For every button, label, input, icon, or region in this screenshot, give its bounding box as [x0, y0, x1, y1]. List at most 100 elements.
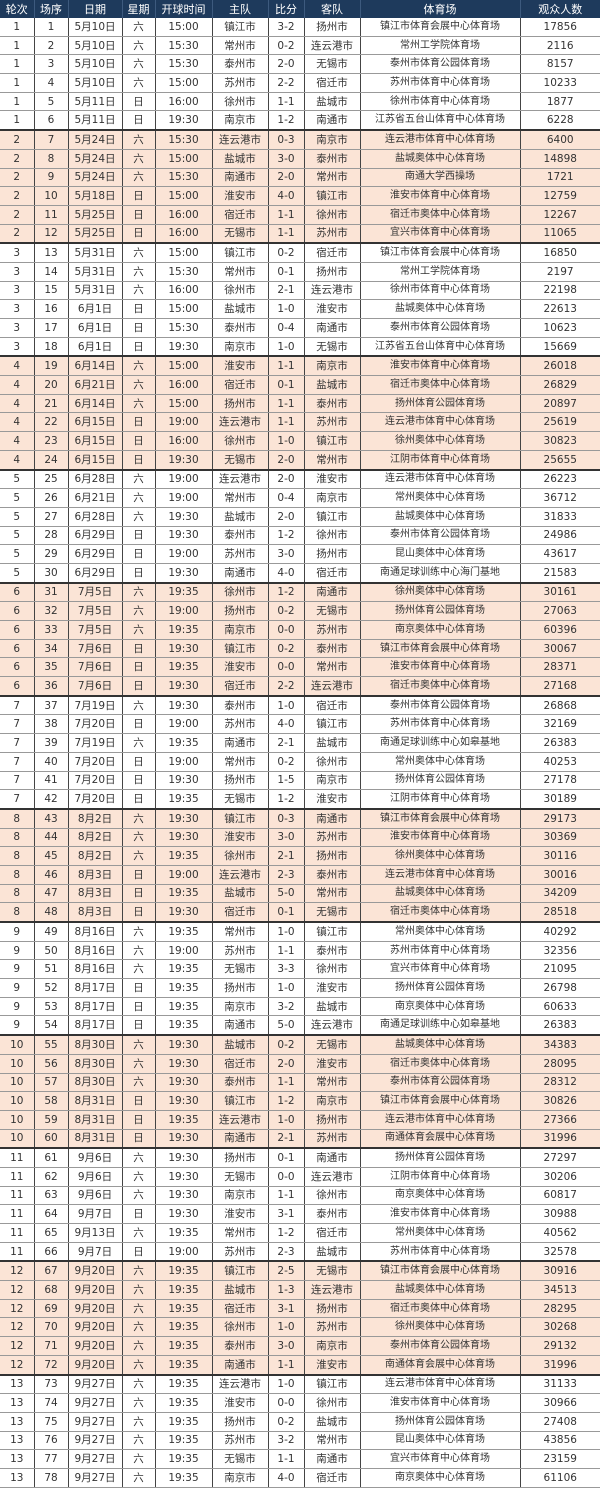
cell-attendance: 61106 — [520, 1468, 600, 1488]
cell-stadium: 南通足球训练中心如皋基地 — [360, 733, 521, 753]
cell-home-team: 宿迁市 — [212, 375, 269, 395]
cell-stadium: 昆山奥体中心体育场 — [360, 1431, 521, 1451]
cell-weekday: 六 — [122, 1449, 156, 1469]
cell-home-team: 南京市 — [212, 337, 269, 357]
cell-stadium: 南京奥体中心体育场 — [360, 1186, 521, 1206]
cell-attendance: 27297 — [520, 1147, 600, 1168]
cell-stadium: 宜兴市体育中心体育场 — [360, 959, 521, 980]
cell-round: 9 — [0, 997, 35, 1017]
cell-weekday: 六 — [122, 168, 156, 188]
cell-date: 7月6日 — [68, 639, 123, 659]
cell-match-no: 47 — [34, 884, 69, 904]
cell-weekday: 六 — [122, 1431, 156, 1451]
cell-date: 8月16日 — [68, 920, 123, 942]
cell-weekday: 六 — [122, 149, 156, 169]
cell-weekday: 日 — [122, 1091, 156, 1111]
table-row: 3 17 6月1日日 15:30 泰州市 0-4 南通市 泰州市体育公园体育场 10623 — [0, 318, 600, 338]
cell-stadium: 常州工学院体育场 — [360, 262, 521, 282]
cell-weekday: 日 — [122, 92, 156, 112]
table-row: 8 46 8月3日日 19:00 连云港市 2-3 泰州市 连云港市体育中心体育场 30016 — [0, 865, 600, 885]
cell-away-team: 扬州市 — [304, 1299, 361, 1319]
cell-away-team: 无锡市 — [304, 1034, 361, 1055]
cell-kickoff-time: 19:00 — [155, 714, 213, 735]
cell-home-team: 盐城市 — [212, 149, 269, 169]
cell-score: 2-2 — [268, 676, 305, 697]
cell-attendance: 40562 — [520, 1223, 600, 1243]
cell-score: 1-0 — [268, 299, 305, 319]
cell-round: 7 — [0, 714, 35, 735]
cell-date: 8月17日 — [68, 997, 123, 1017]
cell-stadium: 南京奥体中心体育场 — [360, 1468, 521, 1488]
cell-weekday: 六 — [122, 1393, 156, 1413]
cell-match-no: 19 — [34, 355, 69, 377]
cell-away-team: 镇江市 — [304, 1373, 361, 1395]
cell-weekday: 日 — [122, 657, 156, 678]
cell-stadium: 常州奥体中心体育场 — [360, 488, 521, 508]
cell-match-no: 41 — [34, 771, 69, 791]
cell-stadium: 南通足球训练中心如皋基地 — [360, 1015, 521, 1036]
cell-weekday: 日 — [122, 902, 156, 923]
cell-weekday: 日 — [122, 997, 156, 1017]
cell-match-no: 34 — [34, 639, 69, 659]
cell-home-team: 连云港市 — [212, 1110, 269, 1130]
cell-home-team: 宿迁市 — [212, 1054, 269, 1074]
table-row: 3 16 6月1日日 15:00 盐城市 1-0 淮安市 盐城奥体中心体育场 22613 — [0, 299, 600, 319]
cell-match-no: 23 — [34, 431, 69, 451]
cell-weekday: 日 — [122, 1110, 156, 1130]
cell-attendance: 6228 — [520, 110, 600, 131]
cell-attendance: 34383 — [520, 1034, 600, 1055]
cell-kickoff-time: 19:30 — [155, 450, 213, 471]
cell-date: 6月14日 — [68, 394, 123, 414]
cell-round: 12 — [0, 1299, 35, 1319]
cell-round: 10 — [0, 1073, 35, 1093]
header-match-no: 场序 — [34, 0, 69, 18]
cell-stadium: 连云港市体育中心体育场 — [360, 129, 521, 150]
cell-round: 11 — [0, 1167, 35, 1187]
cell-weekday: 六 — [122, 18, 156, 37]
cell-match-no: 16 — [34, 299, 69, 319]
cell-home-team: 无锡市 — [212, 224, 269, 244]
cell-stadium: 连云港市体育中心体育场 — [360, 865, 521, 885]
cell-weekday: 日 — [122, 318, 156, 338]
cell-attendance: 26018 — [520, 355, 600, 377]
cell-date: 6月1日 — [68, 318, 123, 338]
cell-home-team: 镇江市 — [212, 807, 269, 829]
table-row: 11 63 9月6日六 19:30 南京市 1-1 徐州市 南京奥体中心体育场 60817 — [0, 1186, 600, 1206]
cell-stadium: 常州奥体中心体育场 — [360, 1223, 521, 1243]
cell-stadium: 淮安市体育中心体育场 — [360, 186, 521, 206]
cell-away-team: 南通市 — [304, 110, 361, 131]
cell-weekday: 六 — [122, 355, 156, 377]
cell-away-team: 扬州市 — [304, 544, 361, 564]
cell-round: 12 — [0, 1336, 35, 1356]
cell-date: 5月10日 — [68, 36, 123, 56]
table-row: 1 1 5月10日六 15:00 镇江市 3-2 扬州市 镇江市体育会展中心体育场 17856 — [0, 18, 600, 37]
cell-kickoff-time: 19:30 — [155, 1186, 213, 1206]
cell-away-team: 泰州市 — [304, 865, 361, 885]
cell-stadium: 淮安市体育中心体育场 — [360, 828, 521, 848]
cell-home-team: 南京市 — [212, 1186, 269, 1206]
cell-date: 9月6日 — [68, 1147, 123, 1168]
cell-match-no: 59 — [34, 1110, 69, 1130]
cell-home-team: 苏州市 — [212, 714, 269, 735]
table-row: 1 4 5月10日六 15:00 苏州市 2-2 宿迁市 苏州市体育中心体育场 10233 — [0, 73, 600, 93]
cell-attendance: 34209 — [520, 884, 600, 904]
cell-attendance: 2116 — [520, 36, 600, 56]
cell-attendance: 60633 — [520, 997, 600, 1017]
cell-home-team: 宿迁市 — [212, 205, 269, 225]
cell-match-no: 18 — [34, 337, 69, 357]
cell-weekday: 六 — [122, 1412, 156, 1432]
cell-round: 2 — [0, 129, 35, 150]
cell-round: 9 — [0, 1015, 35, 1036]
cell-weekday: 日 — [122, 205, 156, 225]
cell-attendance: 22613 — [520, 299, 600, 319]
cell-score: 2-0 — [268, 1054, 305, 1074]
cell-weekday: 六 — [122, 1299, 156, 1319]
cell-round: 12 — [0, 1260, 35, 1282]
cell-home-team: 镇江市 — [212, 242, 269, 263]
cell-away-team: 苏州市 — [304, 412, 361, 433]
cell-attendance: 32356 — [520, 941, 600, 961]
cell-away-team: 淮安市 — [304, 789, 361, 810]
cell-weekday: 日 — [122, 450, 156, 471]
cell-away-team: 盐城市 — [304, 733, 361, 753]
table-header-row: 轮次 场序 日期 星期 开球时间 主队 比分 客队 体育场 观众人数 — [0, 0, 600, 18]
